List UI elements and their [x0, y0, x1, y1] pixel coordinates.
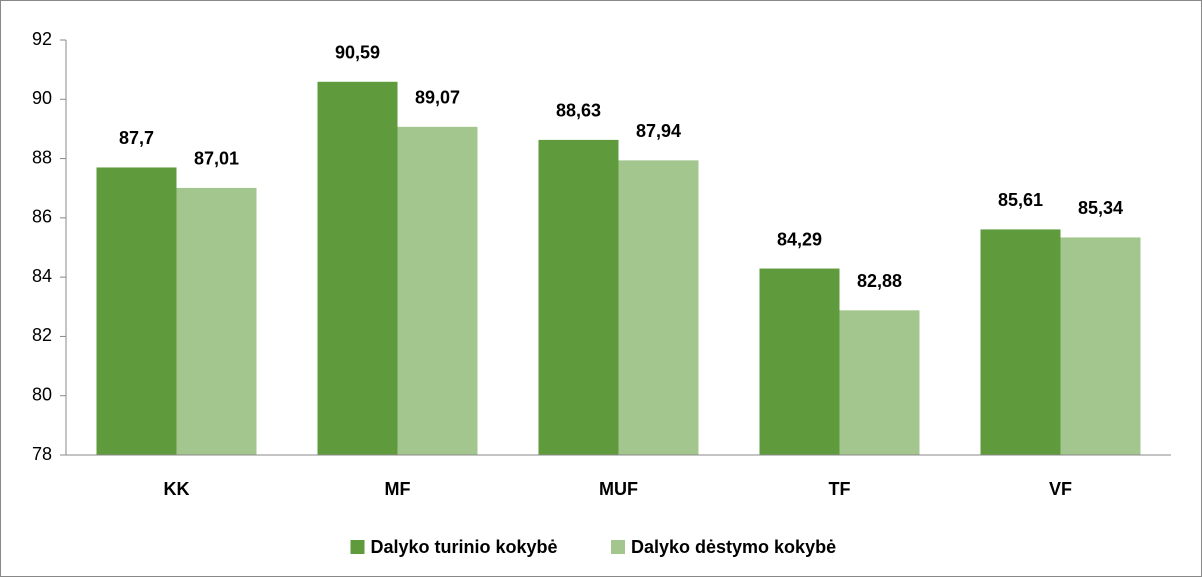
x-tick-label: MUF [599, 479, 638, 499]
data-label: 87,7 [119, 128, 154, 148]
bar [839, 310, 920, 455]
data-label: 85,61 [998, 190, 1043, 210]
legend-label: Dalyko dėstymo kokybė [631, 537, 836, 557]
x-tick-label: TF [829, 479, 851, 499]
legend-swatch [350, 540, 365, 554]
bar [1060, 237, 1141, 455]
y-tick-label: 90 [32, 88, 52, 108]
bar [538, 139, 619, 455]
bar [317, 81, 398, 456]
data-label: 85,34 [1078, 198, 1123, 218]
bar [759, 268, 840, 455]
x-tick-label: MF [385, 479, 411, 499]
data-label: 82,88 [857, 271, 902, 291]
x-tick-label: VF [1049, 479, 1072, 499]
y-tick-label: 88 [32, 147, 52, 167]
data-label: 89,07 [415, 88, 460, 108]
bar [397, 126, 478, 455]
bar [618, 160, 699, 455]
data-label: 87,94 [636, 121, 681, 141]
y-tick-label: 92 [32, 29, 52, 49]
bar [96, 167, 177, 455]
data-label: 87,01 [194, 149, 239, 169]
x-tick-label: KK [164, 479, 190, 499]
bar [980, 229, 1061, 455]
y-tick-label: 84 [32, 266, 52, 286]
legend-label: Dalyko turinio kokybė [371, 537, 558, 557]
bar [176, 187, 257, 456]
data-label: 88,63 [556, 101, 601, 121]
legend-swatch [611, 540, 625, 554]
y-tick-label: 86 [32, 207, 52, 227]
data-label: 84,29 [777, 229, 822, 249]
y-tick-label: 82 [32, 325, 52, 345]
y-tick-label: 80 [32, 384, 52, 404]
data-label: 90,59 [335, 43, 380, 63]
y-tick-label: 78 [32, 444, 52, 464]
